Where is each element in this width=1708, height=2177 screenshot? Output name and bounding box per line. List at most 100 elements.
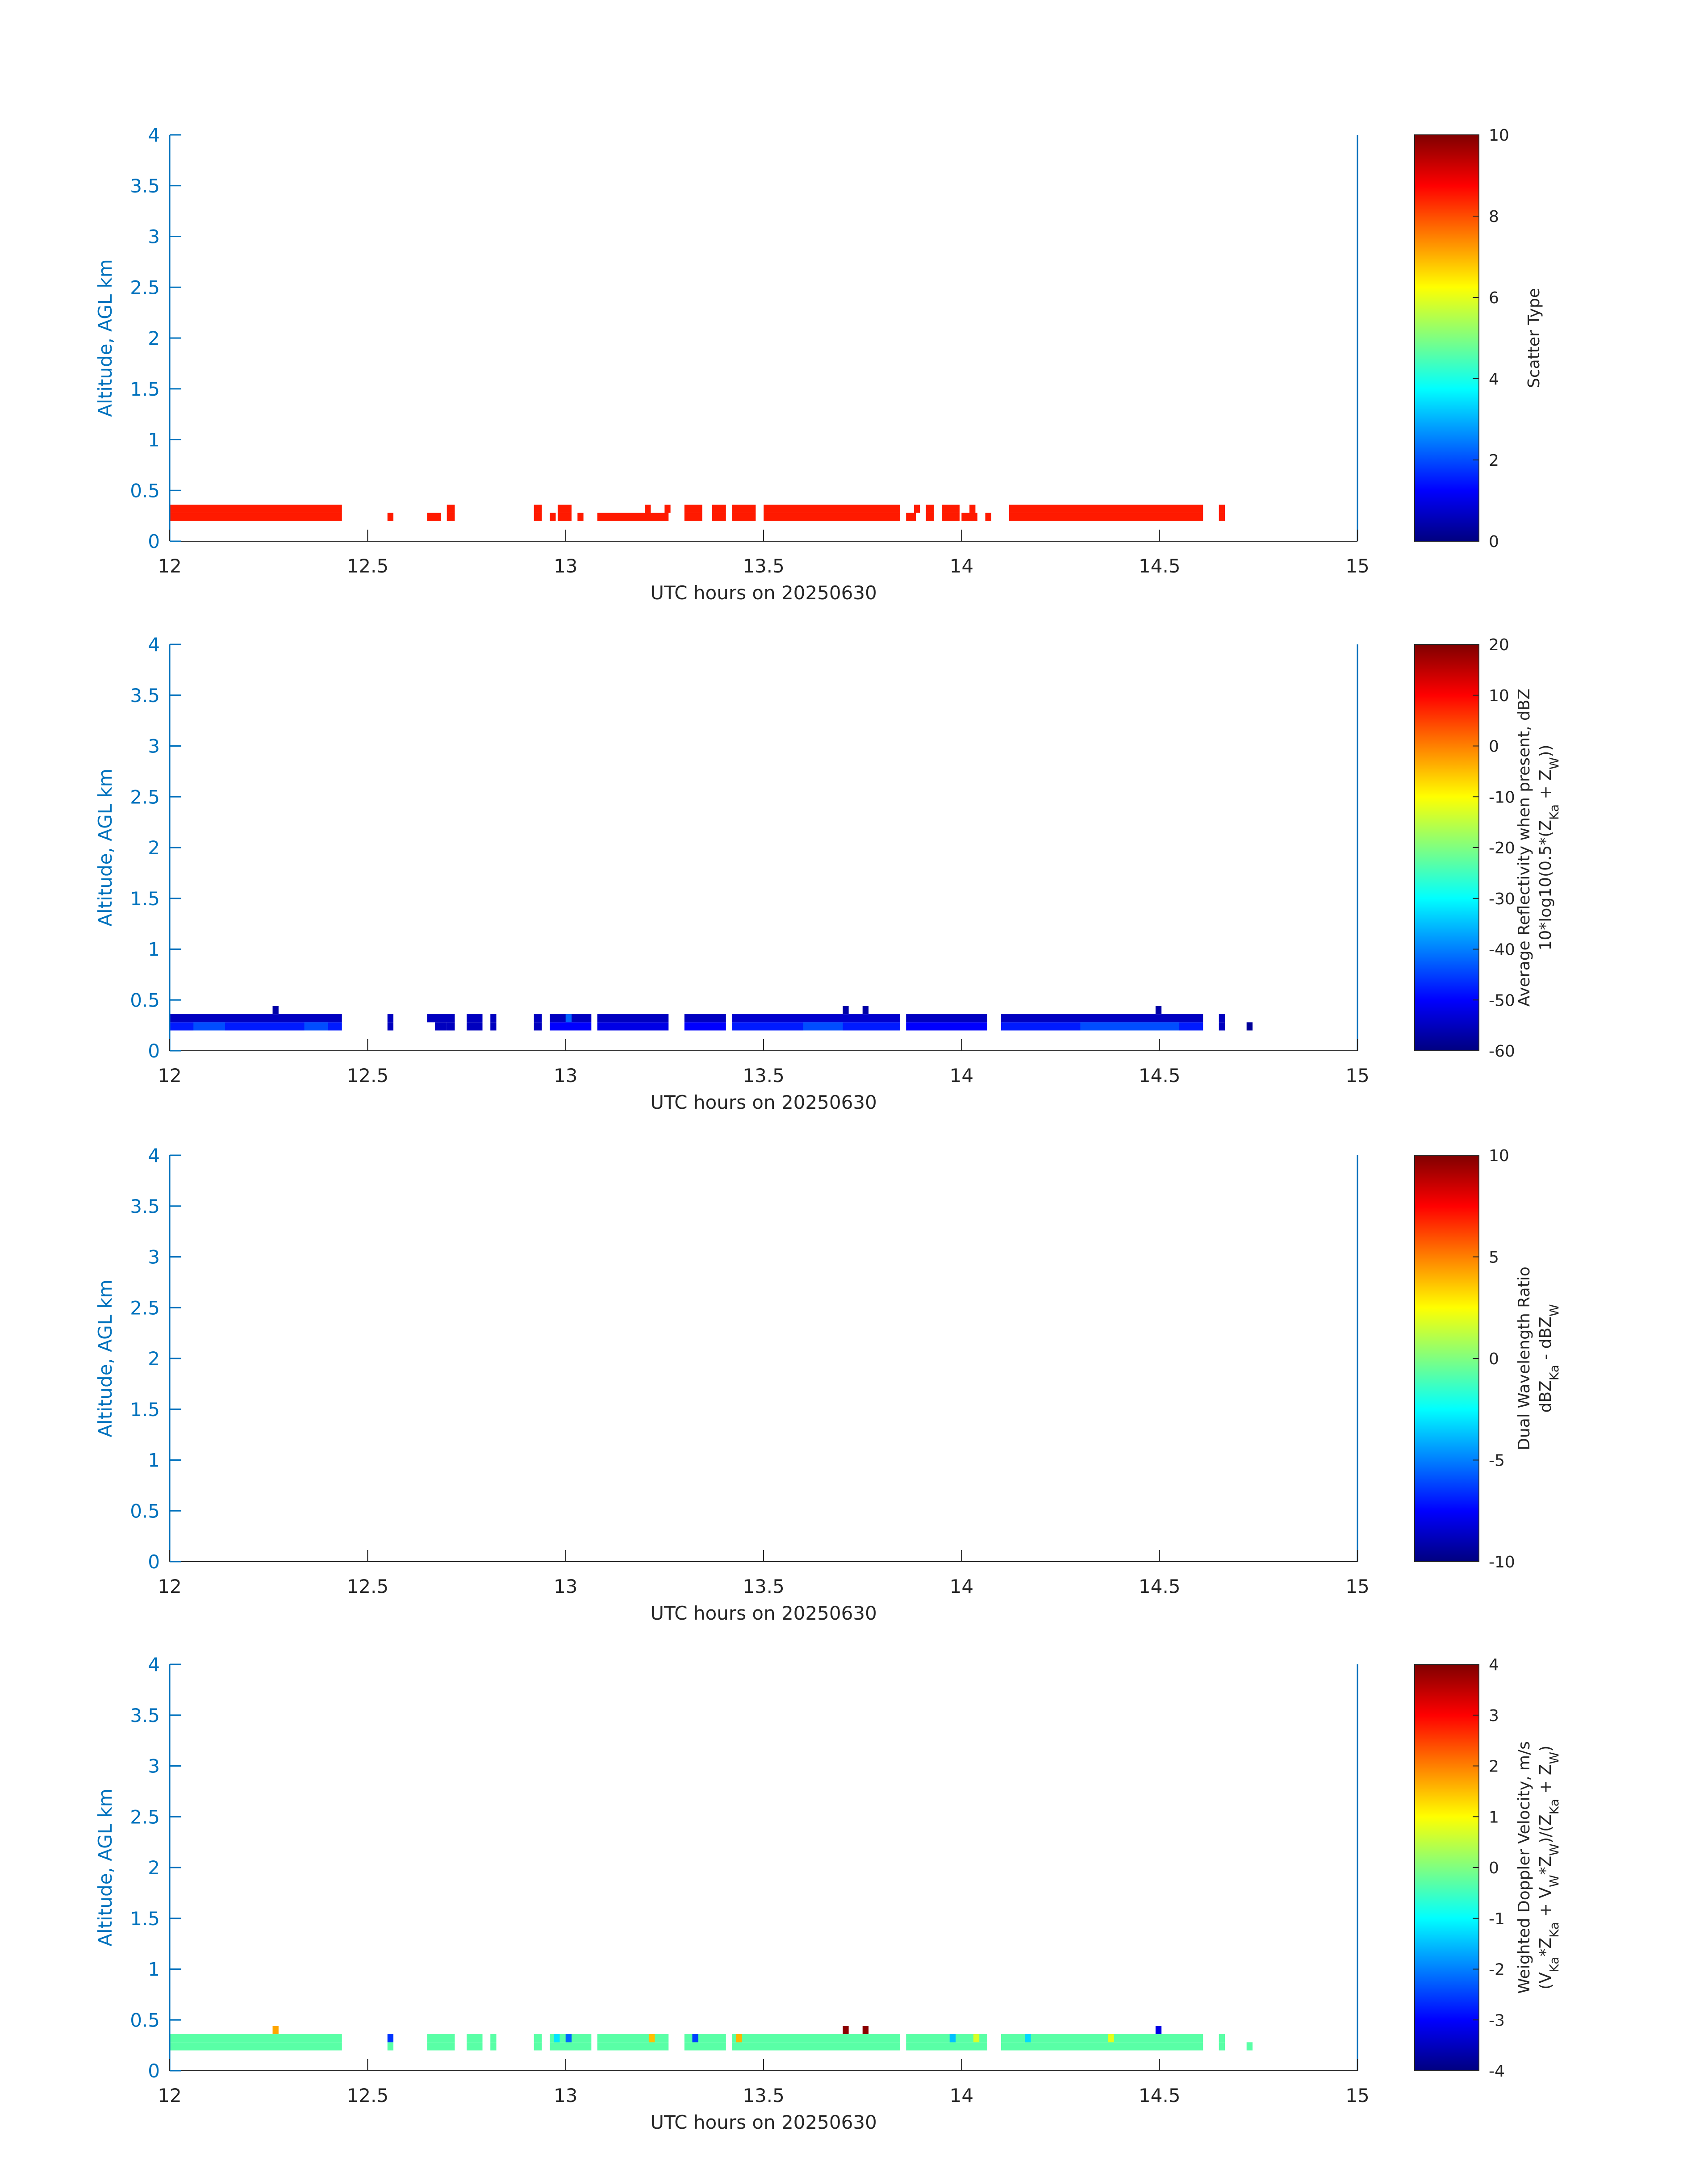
colorbar-gradient [1414, 644, 1479, 1051]
data-cells [170, 1006, 1253, 1031]
colorbar-tick-label: 10 [1489, 1147, 1509, 1165]
data-cell [648, 2034, 655, 2043]
x-tick-label: 13.5 [743, 2085, 785, 2106]
colorbar-label-formula: dBZKa - dBZW [1537, 1304, 1562, 1412]
x-tick-label: 15 [1345, 2085, 1369, 2106]
data-cell [387, 1022, 393, 1031]
data-cell [550, 513, 556, 521]
y-tick-label: 2.5 [130, 786, 160, 808]
data-cell [490, 1014, 497, 1023]
data-cell [170, 2034, 342, 2043]
data-cell [304, 1022, 328, 1031]
x-tick-label: 12.5 [347, 555, 389, 577]
colorbar-tick-label: 4 [1489, 1656, 1499, 1674]
data-cell [534, 1014, 542, 1023]
panel-2: 0 0.5 1 1.5 2 2.5 3 3.5 4 12 12.5 13 13.5 14 14.5 15 UTC… [94, 634, 1562, 1113]
y-axis-label: Altitude, AGL km [94, 1788, 116, 1946]
data-cell [906, 2042, 987, 2051]
y-tick-label: 1 [148, 1450, 160, 1471]
colorbar: -4 -3 -2 -1 0 1 2 3 4 Weighted Doppler Velocity, … [1414, 1656, 1562, 2081]
y-tick-label: 4 [148, 124, 160, 146]
x-tick-label: 13 [554, 1575, 577, 1597]
y-tick-label: 2 [148, 837, 160, 859]
x-axis-label: UTC hours on 20250630 [650, 1091, 877, 1113]
x-axis-label: UTC hours on 20250630 [650, 582, 877, 604]
colorbar-label: Scatter Type [1525, 288, 1543, 388]
data-cell [1001, 2042, 1203, 2051]
data-cell [534, 2042, 542, 2051]
data-cell [557, 513, 572, 521]
colorbar-tick-label: -2 [1489, 1961, 1505, 1979]
data-cell [447, 513, 455, 521]
y-tick-label: 1 [148, 1959, 160, 1981]
data-cell [1219, 2034, 1225, 2043]
data-cell [597, 1014, 669, 1023]
y-tick-label: 1 [148, 939, 160, 961]
colorbar-tick-label: 2 [1489, 451, 1499, 470]
colorbar-tick-label: 10 [1489, 687, 1509, 705]
data-cell [490, 1022, 497, 1031]
data-cell [170, 505, 342, 513]
y-tick-label: 2 [148, 327, 160, 349]
data-cell [597, 2034, 669, 2043]
data-cells [170, 2026, 1253, 2051]
data-cell [942, 513, 960, 521]
data-cell [1246, 1022, 1253, 1031]
colorbar-tick-label: 0 [1489, 1859, 1499, 1877]
x-tick-label: 15 [1345, 1575, 1369, 1597]
data-cell [597, 1022, 669, 1031]
colorbar-tick-label: 4 [1489, 370, 1499, 389]
data-cell [692, 2034, 698, 2043]
colorbar-tick-label: -50 [1489, 991, 1515, 1010]
x-tick-label: 14 [950, 1575, 973, 1597]
data-cell [490, 2042, 497, 2051]
colorbar-gradient [1414, 134, 1479, 542]
x-tick-label: 13.5 [743, 1575, 785, 1597]
x-tick-label: 12 [158, 555, 181, 577]
x-tick-label: 14.5 [1139, 2085, 1181, 2106]
data-cell [949, 2034, 956, 2043]
x-tick-label: 12 [158, 1575, 181, 1597]
colorbar-tick-label: -5 [1489, 1452, 1505, 1470]
x-tick-label: 13 [554, 1065, 577, 1086]
data-cell [170, 513, 342, 521]
data-cell [906, 2034, 987, 2043]
data-cell [577, 513, 584, 521]
y-tick-label: 1.5 [130, 1399, 160, 1421]
data-cells [170, 505, 1225, 521]
data-cell [803, 1022, 843, 1031]
x-tick-label: 13.5 [743, 555, 785, 577]
y-tick-label: 0.5 [130, 1500, 160, 1522]
data-cell [534, 2034, 542, 2043]
data-cell [862, 2026, 869, 2035]
y-tick-label: 1.5 [130, 378, 160, 400]
x-tick-label: 14 [950, 2085, 973, 2106]
data-cell [684, 1022, 726, 1031]
y-tick-label: 3 [148, 1755, 160, 1777]
colorbar-tick-label: -1 [1489, 1910, 1505, 1928]
data-cell [926, 513, 934, 521]
y-tick-label: 3.5 [130, 1195, 160, 1217]
colorbar-tick-label: 10 [1489, 126, 1509, 145]
data-cell [1001, 1014, 1203, 1023]
data-cell [597, 513, 669, 521]
data-cell [942, 505, 960, 513]
y-tick-label: 0 [148, 1040, 160, 1062]
data-cell [1108, 2034, 1114, 2043]
data-cell [764, 513, 900, 521]
data-cell [1009, 513, 1203, 521]
data-cell [427, 513, 441, 521]
x-tick-label: 12.5 [347, 1575, 389, 1597]
y-tick-label: 0.5 [130, 989, 160, 1011]
y-axis-label: Altitude, AGL km [94, 769, 116, 926]
x-tick-label: 13.5 [743, 1065, 785, 1086]
data-cell [272, 1006, 279, 1015]
colorbar-tick-label: -30 [1489, 890, 1515, 908]
x-tick-label: 15 [1345, 555, 1369, 577]
data-cell [447, 505, 455, 513]
colorbar-tick-label: 20 [1489, 636, 1509, 654]
colorbar-tick-label: -10 [1489, 788, 1515, 806]
data-cell [684, 1014, 726, 1023]
x-tick-label: 12.5 [347, 1065, 389, 1086]
